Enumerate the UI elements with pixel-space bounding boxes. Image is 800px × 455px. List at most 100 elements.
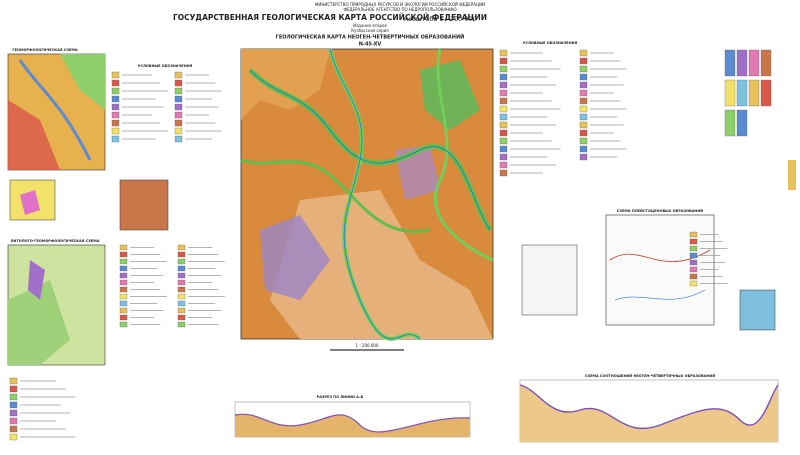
legend-swatch: [499, 153, 508, 161]
strat-cell: [736, 49, 748, 77]
legend-swatch: [119, 244, 128, 251]
valley: [433, 48, 494, 262]
legend-swatch: [689, 231, 698, 238]
legend-swatch: [174, 135, 183, 143]
inset-title: СХЕМА ПЛЕЙСТОЦЕНОВЫХ ОБРАЗОВАНИЙ: [617, 208, 704, 213]
strat-cell: [736, 109, 748, 137]
valley: [240, 158, 431, 233]
legend-swatch: [579, 57, 588, 65]
legend-swatch: [177, 293, 186, 300]
legend-swatch: [499, 81, 508, 89]
legend-swatch: [119, 272, 128, 279]
legend-swatch: [111, 135, 120, 143]
intrusion: [260, 215, 330, 300]
inset-map: [119, 179, 169, 231]
river: [249, 69, 491, 231]
legend-title: УСЛОВНЫЕ ОБОЗНАЧЕНИЯ: [138, 64, 193, 68]
legend-swatch: [177, 279, 186, 286]
legend-swatch: [119, 314, 128, 321]
legend-swatch: [579, 113, 588, 121]
legend-swatch: [689, 259, 698, 266]
legend-swatch: [174, 103, 183, 111]
strat-cell: [724, 79, 736, 107]
legend-swatch: [689, 280, 698, 287]
legend-swatch: [499, 129, 508, 137]
legend-swatch: [119, 258, 128, 265]
legend-swatch: [9, 409, 18, 417]
legend-swatch: [177, 258, 186, 265]
legend-swatch: [689, 266, 698, 273]
scale: масштаба 1 : 200 000: [403, 15, 477, 23]
legend-swatch: [579, 65, 588, 73]
legend-title: УСЛОВНЫЕ ОБОЗНАЧЕНИЯ: [523, 41, 578, 45]
legend-swatch: [579, 97, 588, 105]
unit-area: [270, 190, 493, 339]
legend-swatch: [579, 129, 588, 137]
legend-swatch: [499, 161, 508, 169]
inset-map: [739, 289, 776, 331]
legend-swatch: [111, 95, 120, 103]
legend-swatch: [119, 286, 128, 293]
profile-title: РАЗРЕЗ ПО ЛИНИИ А–Б: [317, 395, 364, 399]
legend-swatch: [499, 169, 508, 177]
legend-swatch: [9, 433, 18, 441]
strat-column: [788, 160, 796, 190]
legend-swatch: [499, 137, 508, 145]
agency: ФЕДЕРАЛЬНОЕ АГЕНТСТВО ПО НЕДРОПОЛЬЗОВАНИ…: [343, 7, 457, 12]
inset-map: [605, 214, 715, 326]
unit-area: [20, 190, 40, 215]
unit-area: [241, 49, 330, 120]
legend-swatch: [111, 103, 120, 111]
legend-swatch: [689, 245, 698, 252]
profile-section: [235, 414, 470, 437]
legend-swatch: [579, 105, 588, 113]
legend-swatch: [579, 137, 588, 145]
legend-swatch: [111, 71, 120, 79]
legend-swatch: [111, 87, 120, 95]
legend-swatch: [111, 111, 120, 119]
legend-swatch: [174, 111, 183, 119]
legend-swatch: [174, 95, 183, 103]
strat-cell: [748, 49, 760, 77]
edition: Издание второе: [353, 23, 387, 28]
unit-area: [8, 280, 70, 365]
profiles: РАЗРЕЗ ПО ЛИНИИ А–Б СХЕМА СООТНОШЕНИЙ НЕ…: [234, 373, 779, 443]
legend-swatch: [9, 401, 18, 409]
left-insets: ГЕОМОРФОЛОГИЧЕСКАЯ СХЕМА ЛИТОЛОГО-ГЕОМОР…: [7, 41, 578, 366]
legend-swatch: [119, 293, 128, 300]
legend-swatch: [499, 73, 508, 81]
legend-swatch: [119, 300, 128, 307]
legend-swatch: [174, 79, 183, 87]
profile-surface: [234, 413, 471, 433]
profile-section: [520, 385, 778, 442]
legend-swatch: [177, 321, 186, 328]
legend-swatch: [174, 87, 183, 95]
legend-swatch: [119, 279, 128, 286]
legend-swatch: [119, 251, 128, 258]
legend-swatch: [119, 307, 128, 314]
series: Кузбасская серия: [351, 28, 389, 33]
legend-swatch: [177, 314, 186, 321]
strat-cell: [724, 49, 736, 77]
strat-cell: [748, 79, 760, 107]
unit-area: [60, 54, 105, 110]
legend-swatch: [177, 300, 186, 307]
legend-swatch: [579, 145, 588, 153]
legend-swatch: [111, 127, 120, 135]
title: ГОСУДАРСТВЕННАЯ ГЕОЛОГИЧЕСКАЯ КАРТА РОСС…: [173, 13, 487, 22]
legend-swatch: [689, 273, 698, 280]
intrusion: [28, 260, 45, 300]
legend-swatch: [177, 307, 186, 314]
legend-swatch: [499, 65, 508, 73]
legend-swatch: [579, 153, 588, 161]
legend-swatch: [499, 57, 508, 65]
strat-cell: [724, 109, 736, 137]
map-scale: 1 : 200 000: [356, 343, 379, 348]
legend-swatch: [499, 97, 508, 105]
legend-swatch: [499, 105, 508, 113]
legend-swatch: [174, 71, 183, 79]
valley: [18, 59, 92, 161]
river: [614, 289, 706, 301]
river: [329, 48, 421, 340]
